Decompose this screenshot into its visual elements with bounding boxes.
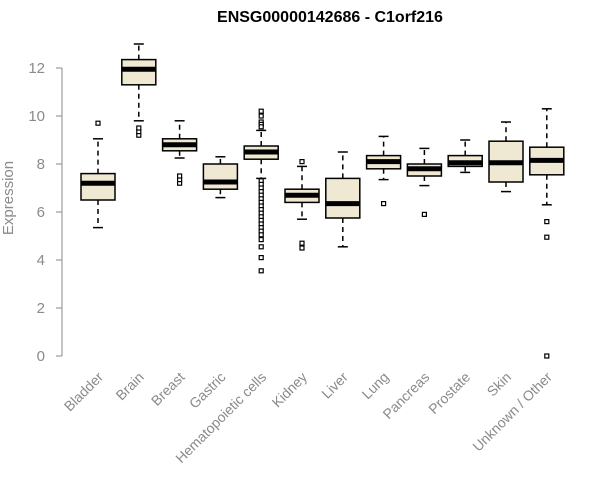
x-tick-label: Lung — [358, 369, 391, 402]
outlier-point — [544, 219, 550, 225]
outlier-point — [258, 237, 264, 243]
outlier-point — [299, 245, 305, 251]
chart-title: ENSG00000142686 - C1orf216 — [217, 9, 443, 26]
outlier-point — [258, 113, 264, 119]
outlier-point — [299, 159, 305, 165]
box-bladder — [80, 120, 116, 229]
y-tick-label: 6 — [37, 204, 45, 221]
y-tick-label: 12 — [28, 60, 45, 77]
outlier-point — [544, 234, 550, 240]
box-hematopoietic-cells — [243, 108, 279, 274]
y-tick-label: 8 — [37, 156, 45, 173]
outlier-point — [421, 211, 427, 217]
y-axis: 0 2 4 6 8 10 12 — [28, 60, 63, 365]
outlier-point — [544, 353, 550, 359]
outlier-point — [258, 255, 264, 261]
x-tick-label: Prostate — [425, 369, 473, 417]
y-axis-label: Expression — [0, 161, 17, 235]
box-plot-area — [80, 43, 565, 359]
x-tick-label: Breast — [148, 369, 188, 409]
box-unknown-other — [529, 108, 565, 359]
box-liver — [325, 151, 361, 248]
y-tick-label: 2 — [37, 300, 45, 317]
x-tick-label: Skin — [484, 369, 515, 400]
box-kidney — [284, 159, 320, 251]
x-tick-label: Kidney — [269, 369, 311, 411]
outlier-point — [258, 108, 264, 114]
box-pancreas — [406, 147, 443, 217]
outlier-point — [258, 124, 264, 130]
y-tick-label: 4 — [37, 252, 45, 269]
iqr-box — [202, 163, 239, 190]
iqr-box — [80, 172, 116, 201]
outlier-point — [177, 173, 183, 179]
box-breast — [161, 120, 198, 186]
box-prostate — [447, 139, 483, 174]
outlier-point — [136, 125, 142, 131]
x-tick-label: Liver — [318, 369, 351, 402]
iqr-box — [325, 177, 361, 219]
box-skin — [488, 121, 524, 193]
outlier-point — [258, 232, 264, 238]
box-gastric — [202, 156, 239, 199]
x-tick-label: Bladder — [61, 369, 107, 415]
box-lung — [365, 135, 402, 207]
outlier-point — [95, 120, 101, 126]
outlier-point — [381, 201, 387, 207]
outlier-point — [258, 268, 264, 274]
outlier-point — [299, 240, 305, 246]
x-tick-label: Brain — [112, 369, 146, 403]
box-brain — [121, 43, 157, 138]
iqr-box — [121, 58, 157, 86]
y-tick-label: 0 — [37, 348, 45, 365]
y-tick-label: 10 — [28, 108, 45, 125]
outlier-point — [258, 244, 264, 250]
